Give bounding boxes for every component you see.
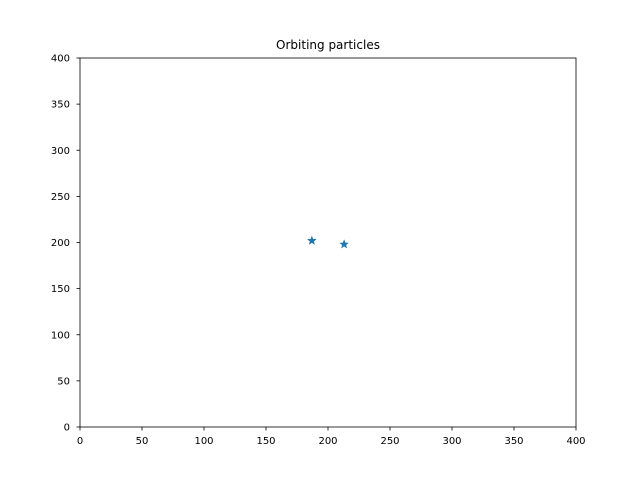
y-tick-label: 0: [64, 423, 70, 434]
y-tick-label: 150: [51, 284, 70, 295]
particle-point: [307, 235, 317, 245]
y-tick-label: 100: [51, 330, 70, 341]
x-tick-label: 150: [256, 436, 275, 447]
plot-background: [80, 58, 576, 427]
x-tick-label: 400: [566, 436, 585, 447]
y-tick-label: 50: [57, 376, 70, 387]
x-tick-label: 200: [318, 436, 337, 447]
data-points: [307, 235, 349, 249]
particle-point: [339, 239, 349, 249]
x-axis: 0 50 100 150 200 250 300 350 400: [77, 427, 586, 447]
plot-frame: [79, 57, 577, 428]
y-axis: 0 50 100 150 200 250 300 350 400: [51, 54, 80, 434]
x-tick-label: 300: [442, 436, 461, 447]
x-tick-label: 50: [136, 436, 149, 447]
y-tick-label: 350: [51, 100, 70, 111]
x-tick-label: 0: [77, 436, 83, 447]
y-tick-label: 200: [51, 238, 70, 249]
chart-title: Orbiting particles: [276, 38, 380, 52]
x-tick-label: 250: [380, 436, 399, 447]
y-tick-label: 300: [51, 146, 70, 157]
x-tick-label: 100: [194, 436, 213, 447]
x-tick-label: 350: [504, 436, 523, 447]
y-tick-label: 400: [51, 54, 70, 65]
y-tick-label: 250: [51, 192, 70, 203]
